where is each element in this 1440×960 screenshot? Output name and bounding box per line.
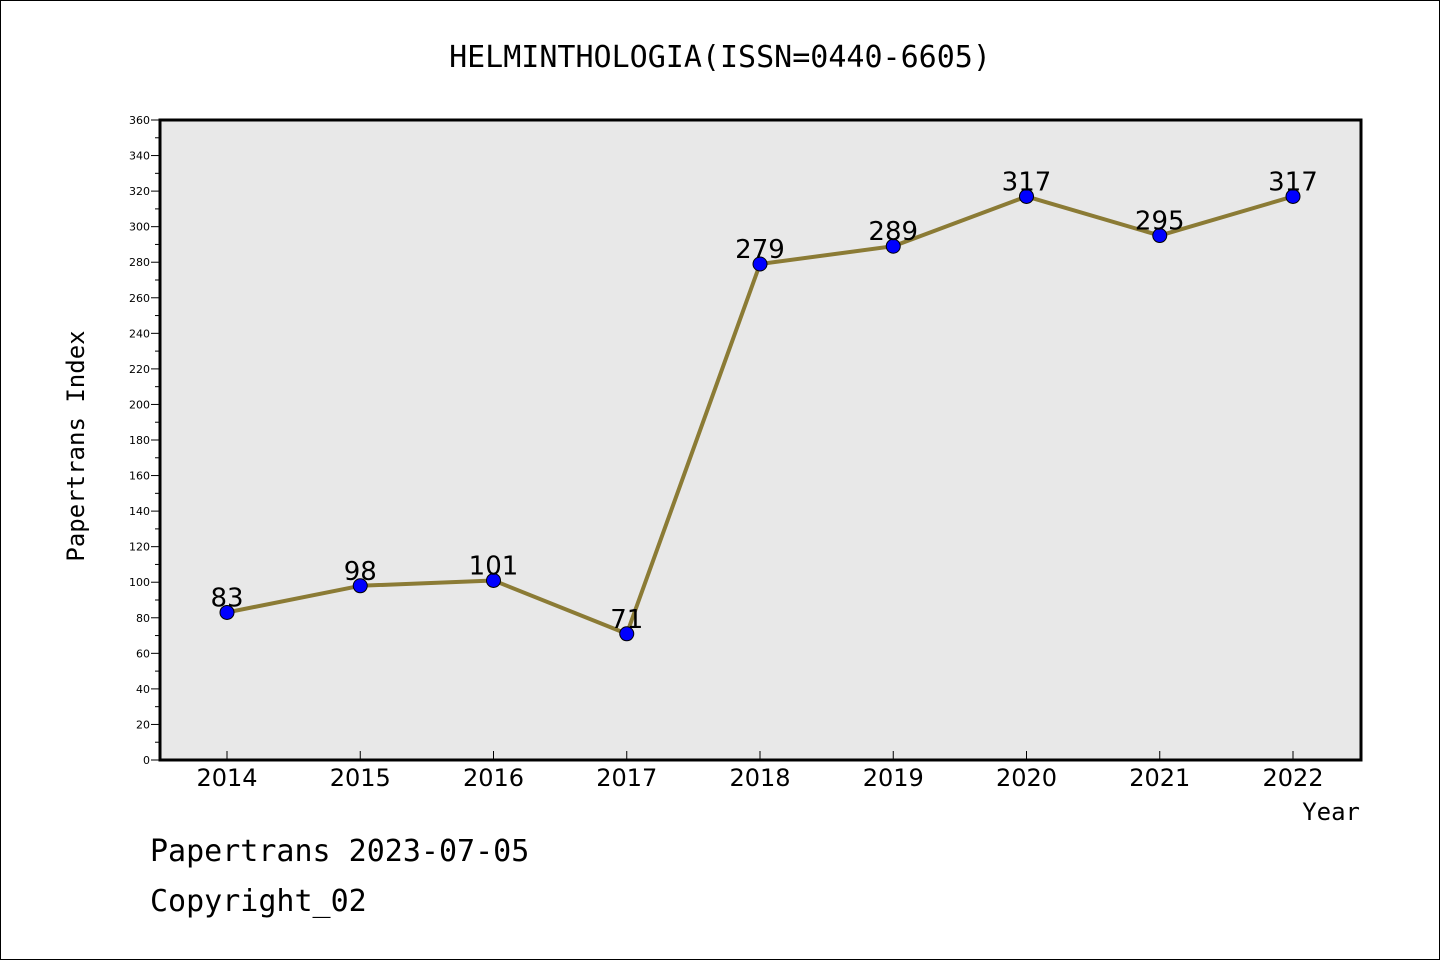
data-label: 295 [1135, 207, 1185, 237]
data-point [885, 238, 901, 254]
x-tick-label: 2017 [596, 764, 657, 792]
series-papertrans-index [219, 188, 1301, 642]
data-label: 279 [735, 235, 785, 265]
x-tick-label: 2015 [330, 764, 391, 792]
data-point [752, 256, 768, 272]
data-label: 317 [1002, 167, 1052, 197]
y-tick-label: 140 [129, 505, 150, 518]
x-axis: 2014 2015 2016 2017 2018 2019 2020 2021 2022 [196, 751, 1324, 792]
data-label: 317 [1268, 167, 1318, 197]
y-tick-label: 360 [129, 114, 150, 127]
y-tick-label: 200 [129, 398, 150, 411]
data-label: 71 [610, 605, 643, 635]
y-tick-label: 220 [129, 363, 150, 376]
y-tick-label: 180 [129, 434, 150, 447]
x-tick-label: 2021 [1129, 764, 1190, 792]
x-tick-label: 2020 [996, 764, 1057, 792]
plot-border [158, 118, 1363, 762]
data-point [1152, 228, 1168, 244]
y-tick-label: 160 [129, 470, 150, 483]
y-tick-label: 0 [143, 754, 150, 767]
y-axis-label: Papertrans Index [62, 330, 90, 561]
plot-area [160, 120, 1361, 760]
x-tick-label: 2022 [1262, 764, 1323, 792]
data-label: 83 [210, 583, 243, 613]
y-tick-label: 100 [129, 576, 150, 589]
y-tick-label: 20 [136, 718, 150, 731]
y-tick-label: 300 [129, 221, 150, 234]
x-tick-label: 2016 [463, 764, 524, 792]
data-label: 98 [344, 557, 377, 587]
y-tick-label: 240 [129, 327, 150, 340]
x-tick-label: 2014 [196, 764, 257, 792]
x-axis-label: Year [1302, 798, 1360, 826]
data-point [1019, 188, 1034, 204]
data-label: 289 [868, 217, 918, 247]
footer-date: Papertrans 2023-07-05 [150, 834, 530, 869]
y-tick-label: 60 [136, 647, 150, 660]
footer-copyright: Copyright_02 [150, 884, 367, 919]
chart-title: HELMINTHOLOGIA(ISSN=0440-6605) [449, 40, 991, 75]
data-point [486, 572, 501, 588]
data-point [619, 626, 635, 642]
y-tick-label: 260 [129, 292, 150, 305]
y-axis: 0 20 40 60 80 100 120 140 160 180 200 220 240 260 280 3… [129, 114, 160, 767]
data-labels: 83 98 101 71 279 289 317 295 317 [210, 167, 1317, 634]
y-tick-label: 40 [136, 683, 150, 696]
y-tick-label: 320 [129, 185, 150, 198]
y-tick-label: 340 [129, 150, 150, 163]
data-point [219, 604, 235, 620]
data-point [352, 578, 368, 594]
x-tick-label: 2019 [863, 764, 924, 792]
x-tick-label: 2018 [729, 764, 790, 792]
y-tick-label: 120 [129, 541, 150, 554]
y-tick-label: 80 [136, 612, 150, 625]
data-label: 101 [469, 551, 519, 581]
y-tick-label: 280 [129, 256, 150, 269]
data-point [1285, 188, 1301, 204]
